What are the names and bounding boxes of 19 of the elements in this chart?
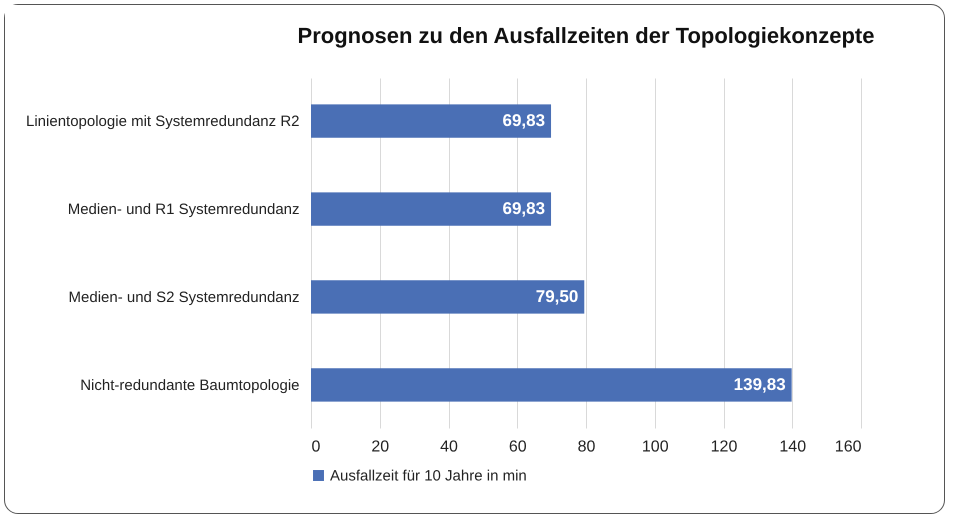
y-tick-label: Nicht-redundante Baumtopologie: [80, 376, 300, 394]
data-label: 69,83: [502, 199, 546, 218]
x-tick-label: 40: [440, 438, 458, 456]
x-tick-label: 60: [508, 438, 527, 456]
data-label: 79,50: [536, 286, 578, 306]
data-label: 139,83: [734, 374, 786, 394]
x-tick-label: 140: [779, 438, 806, 456]
x-tick-label: 120: [710, 438, 738, 456]
chart-title: Prognosen zu den Ausfallzeiten der Topologiekonzepte: [298, 23, 874, 48]
x-tick-label: 160: [834, 438, 862, 456]
y-tick-label: Medien- und S2 Systemredundanz: [68, 288, 300, 306]
x-tick-label: 20: [371, 438, 390, 456]
y-tick-label: Linientopologie mit Systemredundanz R2: [26, 113, 300, 130]
x-tick-label: 80: [578, 438, 596, 456]
data-label: 69,83: [502, 111, 546, 130]
legend-label: Ausfallzeit für 10 Jahre in min: [330, 468, 527, 484]
x-tick-label: 0: [312, 438, 320, 456]
x-tick-label: 100: [642, 438, 669, 456]
y-tick-label: Medien- und R1 Systemredundanz: [68, 201, 300, 218]
